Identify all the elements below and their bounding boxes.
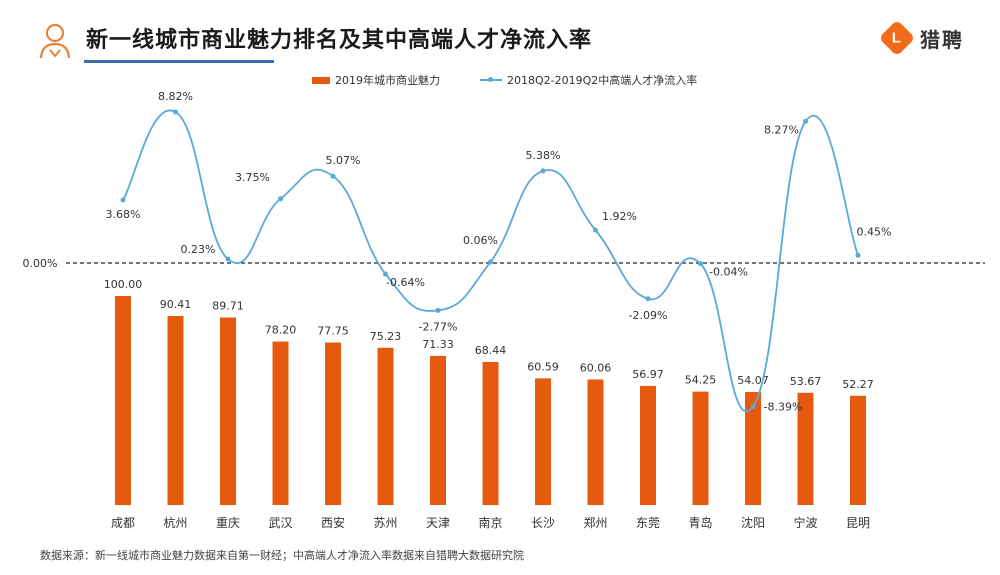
bar-value-label: 75.23 — [370, 330, 402, 343]
header: 新一线城市商业魅力排名及其中高端人才净流入率 L 猎聘 — [0, 0, 1000, 70]
line-value-label: 5.07% — [326, 154, 361, 167]
line-point — [120, 197, 126, 203]
line-point — [435, 307, 441, 313]
person-icon — [39, 23, 71, 59]
line-value-label: -2.09% — [629, 309, 668, 322]
category-label: 东莞 — [636, 516, 660, 530]
bar-value-label: 77.75 — [317, 325, 349, 338]
line-value-label: -0.04% — [709, 266, 748, 279]
bar — [377, 347, 394, 505]
bar — [640, 385, 656, 505]
page-title: 新一线城市商业魅力排名及其中高端人才净流入率 — [86, 28, 593, 53]
line-value-label: -2.77% — [419, 320, 458, 333]
line-value-label: 8.27% — [764, 123, 799, 136]
line-point — [803, 118, 808, 124]
line-point — [173, 109, 178, 115]
bar-value-label: 60.06 — [580, 361, 612, 374]
line-point — [698, 261, 703, 267]
line-value-label: 3.68% — [106, 208, 141, 221]
data-source-note: 数据来源：新一线城市商业魅力数据来自第一财经；中高端人才净流入率数据来自猎聘大数… — [40, 549, 524, 562]
bar — [220, 317, 236, 505]
category-label: 沈阳 — [741, 515, 765, 530]
category-label: 成都 — [111, 516, 135, 530]
legend-line-swatch — [480, 77, 502, 82]
bar — [272, 341, 289, 505]
bar-value-label: 54.25 — [685, 374, 717, 387]
zero-axis-label: 0.00% — [23, 257, 58, 270]
category-label: 杭州 — [163, 515, 187, 530]
category-label: 重庆 — [216, 516, 240, 530]
bar — [692, 391, 709, 505]
category-label: 西安 — [321, 515, 345, 530]
line-value-label: 5.38% — [526, 149, 561, 162]
bar-value-label: 89.71 — [212, 300, 244, 313]
category-label: 青岛 — [688, 515, 712, 530]
bar — [325, 342, 341, 505]
legend-bar-label: 2019年城市商业魅力 — [335, 74, 440, 87]
bar-value-label: 78.20 — [265, 324, 297, 337]
line-point — [278, 196, 283, 202]
bar-value-label: 90.41 — [160, 298, 192, 311]
category-label: 天津 — [426, 516, 450, 530]
line-value-label: 3.75% — [235, 171, 270, 184]
category-label: 昆明 — [846, 516, 870, 530]
brand-logo: L 猎聘 — [878, 19, 964, 57]
line-value-label: -0.64% — [386, 276, 425, 289]
bar-value-label: 56.97 — [632, 368, 664, 381]
line-point — [330, 173, 336, 179]
line-value-label: -8.39% — [764, 401, 803, 414]
bar — [115, 296, 131, 505]
line-point — [225, 256, 231, 262]
legend-bar-swatch — [312, 76, 330, 84]
bar-value-label: 52.27 — [842, 378, 874, 391]
bar — [430, 355, 446, 505]
line-value-label: 8.82% — [158, 90, 193, 103]
line-point — [540, 168, 546, 174]
bar-value-label: 53.67 — [790, 375, 822, 388]
bar-value-label: 54.07 — [737, 374, 769, 387]
category-label: 武汉 — [268, 516, 292, 530]
line-value-label: 0.45% — [857, 225, 892, 238]
bar — [167, 316, 184, 505]
chart-legend: 2019年城市商业魅力 2018Q2-2019Q2中高端人才净流入率 — [0, 72, 1000, 90]
line-point — [750, 404, 756, 410]
line-point — [488, 259, 493, 265]
bar — [482, 361, 499, 505]
bar-value-label: 60.59 — [527, 360, 559, 373]
bar — [797, 392, 814, 505]
category-label: 苏州 — [373, 516, 397, 530]
line-point — [855, 252, 861, 258]
bar — [535, 378, 551, 505]
category-label: 宁波 — [793, 515, 817, 530]
line-point — [593, 227, 598, 233]
category-label: 南京 — [478, 515, 502, 530]
category-label: 郑州 — [583, 515, 607, 530]
legend-item-bar: 2019年城市商业魅力 — [312, 72, 440, 88]
line-point — [383, 271, 388, 277]
category-label: 长沙 — [531, 516, 555, 530]
line-value-label: 0.06% — [463, 234, 498, 247]
line-point — [645, 296, 651, 302]
line-value-label: 1.92% — [602, 210, 637, 223]
bar — [850, 395, 866, 505]
bar-value-label: 71.33 — [422, 338, 454, 351]
title-underline — [84, 60, 274, 63]
series-line — [122, 109, 859, 412]
brand-name: 猎聘 — [920, 27, 964, 52]
line-value-label: 0.23% — [181, 243, 216, 256]
bar — [745, 391, 761, 505]
bar — [587, 379, 604, 505]
legend-item-line: 2018Q2-2019Q2中高端人才净流入率 — [480, 72, 697, 88]
legend-line-label: 2018Q2-2019Q2中高端人才净流入率 — [507, 74, 698, 87]
bar-value-label: 68.44 — [475, 344, 507, 357]
bar-value-label: 100.00 — [104, 278, 143, 291]
